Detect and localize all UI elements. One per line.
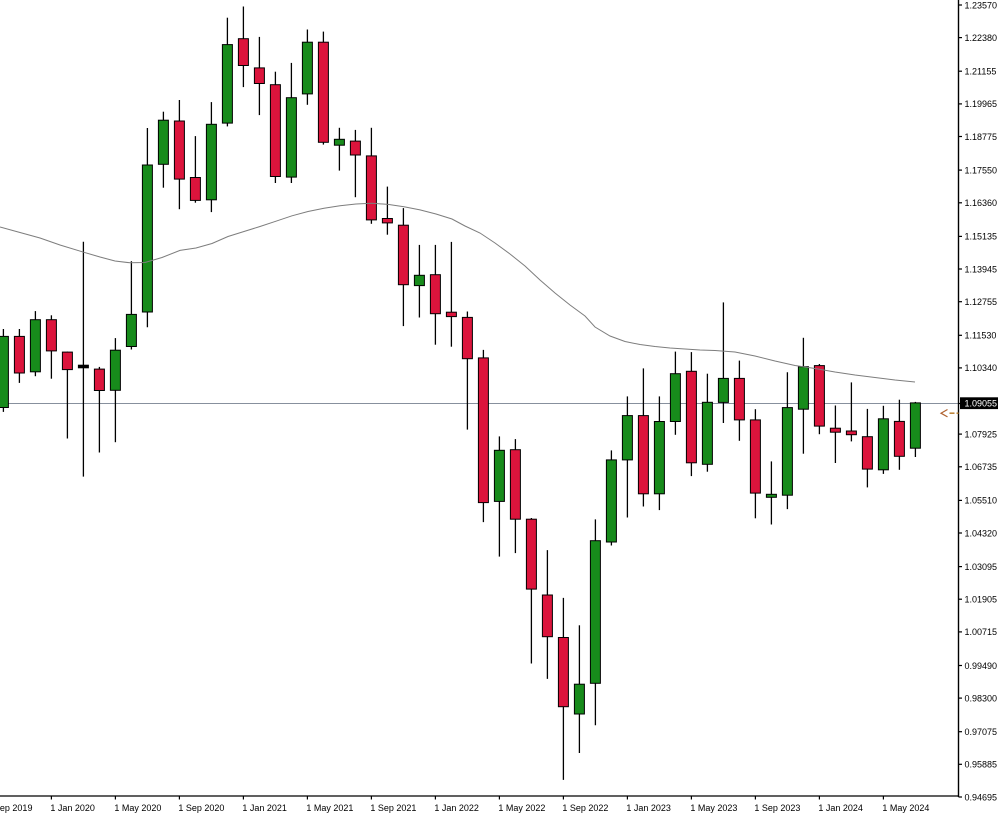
svg-text:0.98300: 0.98300 [965,693,998,703]
svg-text:1.07925: 1.07925 [965,429,998,439]
svg-text:1 Sep 2021: 1 Sep 2021 [370,803,416,813]
svg-text:1 May 2024: 1 May 2024 [882,803,929,813]
svg-text:1.00715: 1.00715 [965,627,998,637]
svg-text:1.18775: 1.18775 [965,132,998,142]
svg-text:1.09055: 1.09055 [965,399,998,409]
svg-text:1 Sep 2020: 1 Sep 2020 [178,803,224,813]
svg-text:1 Sep 2019: 1 Sep 2019 [0,803,32,813]
svg-text:0.94695: 0.94695 [965,792,998,802]
svg-text:0.99490: 0.99490 [965,661,998,671]
svg-text:1.10340: 1.10340 [965,363,998,373]
svg-text:1.06735: 1.06735 [965,462,998,472]
svg-text:1.23570: 1.23570 [965,0,998,10]
svg-text:1 Sep 2022: 1 Sep 2022 [562,803,608,813]
svg-text:1 Jan 2020: 1 Jan 2020 [50,803,95,813]
svg-text:1.17550: 1.17550 [965,165,998,175]
svg-text:1.01905: 1.01905 [965,595,998,605]
svg-text:0.97075: 0.97075 [965,727,998,737]
svg-text:0.95885: 0.95885 [965,760,998,770]
svg-text:1.05510: 1.05510 [965,496,998,506]
svg-text:1.19965: 1.19965 [965,99,998,109]
svg-text:1.03095: 1.03095 [965,562,998,572]
svg-text:1.22380: 1.22380 [965,33,998,43]
svg-text:1.16360: 1.16360 [965,198,998,208]
svg-text:1.21155: 1.21155 [965,67,997,77]
svg-text:1 Sep 2023: 1 Sep 2023 [754,803,800,813]
svg-text:1.15135: 1.15135 [965,232,998,242]
svg-text:1 May 2022: 1 May 2022 [498,803,545,813]
svg-text:1.04320: 1.04320 [965,528,998,538]
svg-text:1 Jan 2022: 1 Jan 2022 [434,803,479,813]
svg-text:1 May 2021: 1 May 2021 [306,803,353,813]
svg-text:1 Jan 2021: 1 Jan 2021 [242,803,287,813]
svg-text:1 Jan 2024: 1 Jan 2024 [818,803,863,813]
svg-text:1 May 2020: 1 May 2020 [114,803,161,813]
svg-text:1.11530: 1.11530 [965,331,997,341]
svg-text:1.12755: 1.12755 [965,297,998,307]
svg-text:1 May 2023: 1 May 2023 [690,803,737,813]
svg-text:1 Jan 2023: 1 Jan 2023 [626,803,671,813]
svg-text:1.13945: 1.13945 [965,264,998,274]
